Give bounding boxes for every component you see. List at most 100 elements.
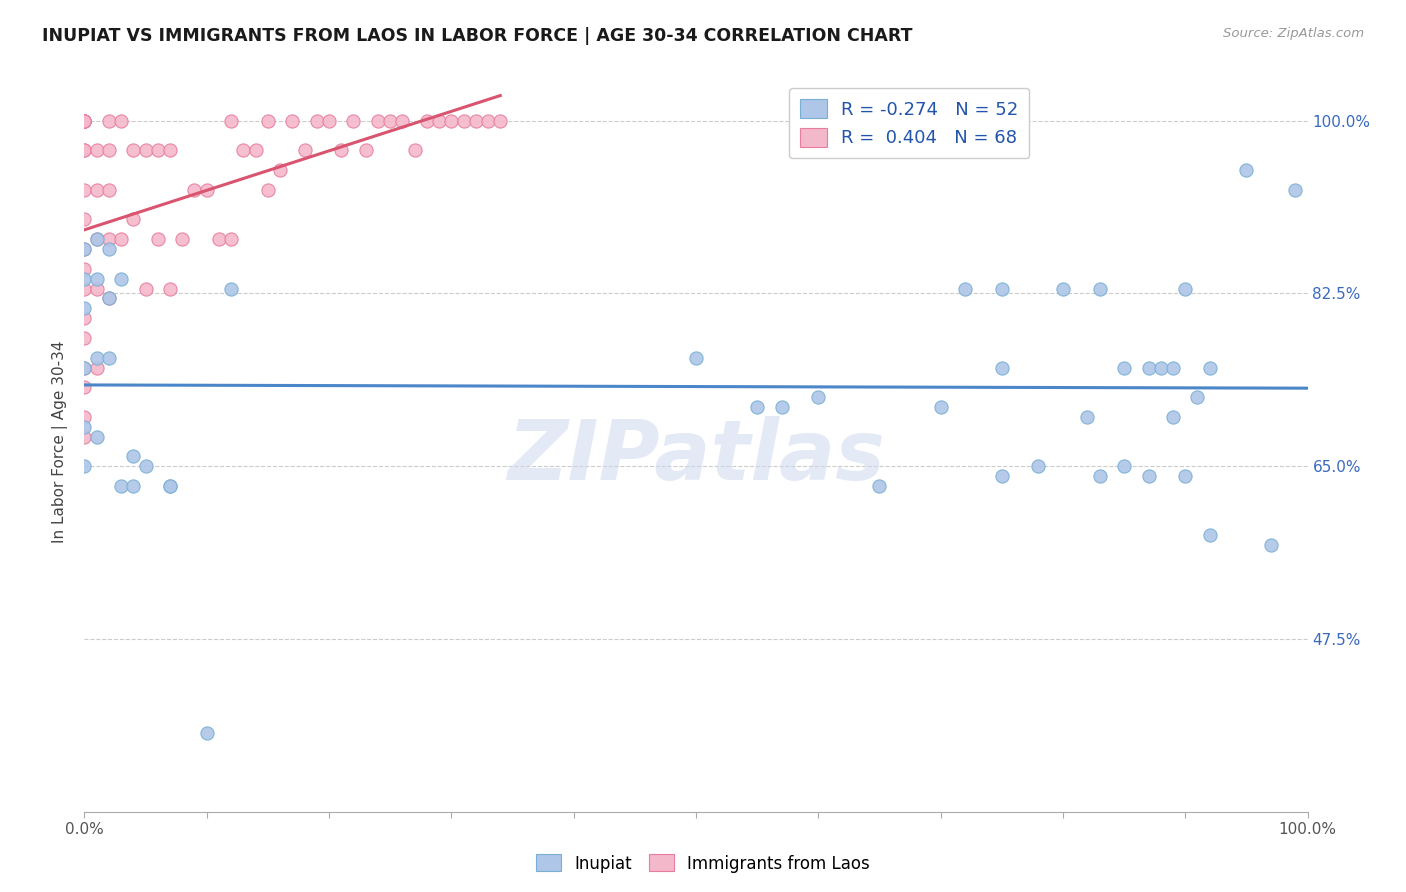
- Point: [73, 459, 96, 474]
- Point: [1076, 409, 1098, 424]
- Point: [391, 113, 413, 128]
- Point: [97, 183, 120, 197]
- Text: Source: ZipAtlas.com: Source: ZipAtlas.com: [1223, 27, 1364, 40]
- Point: [1284, 183, 1306, 197]
- Point: [1174, 281, 1197, 295]
- Legend: R = -0.274   N = 52, R =  0.404   N = 68: R = -0.274 N = 52, R = 0.404 N = 68: [789, 87, 1029, 158]
- Legend: Inupiat, Immigrants from Laos: Inupiat, Immigrants from Laos: [530, 847, 876, 880]
- Point: [991, 469, 1014, 483]
- Point: [770, 400, 793, 414]
- Point: [1028, 459, 1050, 474]
- Point: [172, 232, 194, 246]
- Point: [135, 459, 157, 474]
- Point: [97, 113, 120, 128]
- Point: [929, 400, 952, 414]
- Point: [73, 242, 96, 256]
- Point: [73, 113, 96, 128]
- Point: [86, 429, 108, 443]
- Point: [97, 232, 120, 246]
- Point: [159, 479, 181, 493]
- Point: [404, 144, 426, 158]
- Point: [73, 331, 96, 345]
- Point: [73, 360, 96, 375]
- Point: [110, 113, 132, 128]
- Point: [1198, 360, 1220, 375]
- Point: [159, 281, 181, 295]
- Point: [73, 113, 96, 128]
- Point: [489, 113, 512, 128]
- Point: [73, 380, 96, 394]
- Point: [159, 479, 181, 493]
- Point: [73, 144, 96, 158]
- Point: [1114, 459, 1136, 474]
- Point: [257, 183, 280, 197]
- Point: [183, 183, 205, 197]
- Point: [73, 360, 96, 375]
- Point: [1137, 360, 1160, 375]
- Point: [195, 183, 218, 197]
- Point: [110, 232, 132, 246]
- Point: [1260, 538, 1282, 552]
- Point: [73, 271, 96, 285]
- Point: [73, 311, 96, 326]
- Point: [354, 144, 377, 158]
- Point: [86, 351, 108, 365]
- Point: [257, 113, 280, 128]
- Point: [110, 479, 132, 493]
- Point: [97, 351, 120, 365]
- Point: [232, 144, 254, 158]
- Point: [1161, 409, 1184, 424]
- Point: [342, 113, 364, 128]
- Point: [122, 212, 145, 227]
- Point: [135, 144, 157, 158]
- Point: [195, 725, 218, 739]
- Point: [146, 144, 169, 158]
- Point: [159, 144, 181, 158]
- Point: [97, 292, 120, 306]
- Text: ZIPatlas: ZIPatlas: [508, 416, 884, 497]
- Point: [305, 113, 328, 128]
- Point: [97, 242, 120, 256]
- Point: [294, 144, 316, 158]
- Point: [73, 419, 96, 434]
- Point: [1236, 163, 1258, 178]
- Point: [135, 281, 157, 295]
- Point: [330, 144, 353, 158]
- Point: [807, 390, 830, 404]
- Point: [1161, 360, 1184, 375]
- Point: [1114, 360, 1136, 375]
- Point: [269, 163, 291, 178]
- Point: [318, 113, 340, 128]
- Point: [122, 144, 145, 158]
- Point: [73, 261, 96, 276]
- Point: [73, 301, 96, 316]
- Point: [747, 400, 769, 414]
- Point: [97, 292, 120, 306]
- Point: [86, 281, 108, 295]
- Point: [73, 281, 96, 295]
- Text: INUPIAT VS IMMIGRANTS FROM LAOS IN LABOR FORCE | AGE 30-34 CORRELATION CHART: INUPIAT VS IMMIGRANTS FROM LAOS IN LABOR…: [42, 27, 912, 45]
- Point: [86, 144, 108, 158]
- Point: [367, 113, 389, 128]
- Point: [86, 271, 108, 285]
- Point: [73, 113, 96, 128]
- Point: [86, 232, 108, 246]
- Point: [869, 479, 891, 493]
- Point: [453, 113, 475, 128]
- Point: [427, 113, 450, 128]
- Point: [245, 144, 267, 158]
- Point: [73, 242, 96, 256]
- Point: [685, 351, 707, 365]
- Y-axis label: In Labor Force | Age 30-34: In Labor Force | Age 30-34: [52, 340, 69, 543]
- Point: [1187, 390, 1209, 404]
- Point: [1137, 469, 1160, 483]
- Point: [991, 281, 1014, 295]
- Point: [219, 281, 242, 295]
- Point: [86, 360, 108, 375]
- Point: [86, 232, 108, 246]
- Point: [219, 232, 242, 246]
- Point: [477, 113, 499, 128]
- Point: [991, 360, 1014, 375]
- Point: [146, 232, 169, 246]
- Point: [1198, 528, 1220, 542]
